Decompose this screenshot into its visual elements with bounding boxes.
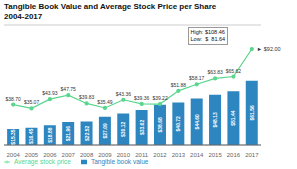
svg-text:$39.83: $39.83 xyxy=(79,94,95,100)
svg-text:$40.72: $40.72 xyxy=(175,116,181,132)
html-text:2004-2017: 2004-2017 xyxy=(4,11,43,21)
svg-text:2009: 2009 xyxy=(98,152,112,158)
svg-text:2017: 2017 xyxy=(245,152,259,158)
svg-text:2015: 2015 xyxy=(208,152,222,158)
svg-text:2011: 2011 xyxy=(135,152,149,158)
svg-text:2004: 2004 xyxy=(8,152,21,158)
svg-text:2012: 2012 xyxy=(153,152,167,158)
svg-text:$22.52: $22.52 xyxy=(84,125,90,141)
svg-text:$16.45: $16.45 xyxy=(28,129,34,145)
svg-text:2010: 2010 xyxy=(117,152,131,158)
svg-text:► $92.00: ► $92.00 xyxy=(257,46,281,52)
svg-text:2008: 2008 xyxy=(80,152,94,158)
svg-text:$35.07: $35.07 xyxy=(24,99,40,105)
svg-text:$58.17: $58.17 xyxy=(189,75,205,81)
svg-text:$27.09: $27.09 xyxy=(102,123,108,139)
svg-text:$48.13: $48.13 xyxy=(212,112,218,128)
svg-text:$44.60: $44.60 xyxy=(194,114,200,130)
svg-text:2006: 2006 xyxy=(43,152,57,158)
svg-text:$51.44: $51.44 xyxy=(230,110,236,126)
svg-text:2016: 2016 xyxy=(227,152,241,158)
svg-text:$65.62: $65.62 xyxy=(226,68,242,74)
svg-text:$35.49: $35.49 xyxy=(97,99,113,105)
svg-text:2014: 2014 xyxy=(190,152,204,158)
svg-text:$61.56: $61.56 xyxy=(249,105,255,121)
svg-text:$51.88: $51.88 xyxy=(171,82,187,88)
svg-text:2007: 2007 xyxy=(62,152,76,158)
svg-text:$63.83: $63.83 xyxy=(207,69,223,75)
svg-text:$21.96: $21.96 xyxy=(65,126,71,142)
html-text:Tangible book value: Tangible book value xyxy=(91,158,149,165)
svg-text:$43.36: $43.36 xyxy=(116,91,132,97)
svg-text:$39.36: $39.36 xyxy=(134,95,150,101)
svg-text:$33.62: $33.62 xyxy=(139,120,145,136)
html-text:Average stock price: Average stock price xyxy=(14,158,71,165)
html-text:High: $108.46 Low: $ 81.64: High: $108.46 Low: $ 81.64 xyxy=(190,29,226,42)
svg-text:$38.68: $38.68 xyxy=(157,117,163,133)
html-text:Tangible Book Value and Averag: Tangible Book Value and Average Stock Pr… xyxy=(4,2,217,11)
svg-text:$43.93: $43.93 xyxy=(42,90,58,96)
svg-text:2005: 2005 xyxy=(25,152,39,158)
svg-text:$18.88: $18.88 xyxy=(47,127,53,143)
svg-text:2013: 2013 xyxy=(172,152,186,158)
svg-text:$39.22: $39.22 xyxy=(152,95,168,101)
svg-text:$38.70: $38.70 xyxy=(8,96,21,102)
svg-text:$15.35: $15.35 xyxy=(10,129,16,145)
svg-text:$30.12: $30.12 xyxy=(120,121,126,137)
svg-text:$47.75: $47.75 xyxy=(61,86,77,92)
